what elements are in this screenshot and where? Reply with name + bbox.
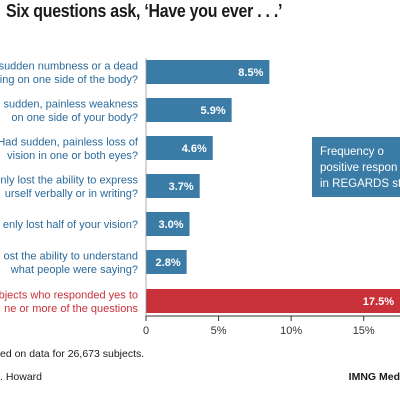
category-label: urself verbally or in writing? [5,188,138,200]
x-tick-label: 15% [353,325,375,337]
value-label: 8.5% [238,67,263,79]
category-label: ing on one side of the body? [0,74,138,86]
callout-box [312,137,400,197]
value-labels: 8.5% 5.9% 4.6% 3.7% 3.0% 2.8% 17.5% [156,67,395,308]
category-label: bjects who responded yes to [0,289,138,301]
category-labels: sudden numbness or a dead ing on one side… [0,60,139,315]
value-label: 5.9% [201,105,226,117]
source-credit: IMNG Med [348,371,400,383]
category-label: vision in one or both eyes? [7,150,138,162]
bar-highlight [146,289,400,313]
x-axis: 0 5% 10% 15% [143,58,400,337]
chart-title: Six questions ask, ‘Have you ever . . .’ [6,0,283,21]
value-label: 17.5% [363,296,394,308]
value-label: 3.7% [169,181,194,193]
category-label: d sudden, painless weakness [0,98,138,110]
bar [146,174,200,198]
category-label: Had sudden, painless loss of [0,136,139,148]
value-label: 4.6% [182,143,207,155]
bar [146,212,190,236]
bars [146,60,400,313]
category-label: ne or more of the questions [4,303,138,315]
callout-text: in REGARDS stu [320,178,400,190]
bar [146,60,270,84]
callout-text: Frequency o [320,146,384,158]
category-label: what people were saying? [10,264,138,276]
x-tick-label: 10% [280,325,302,337]
category-label: on one side of your body? [11,112,138,124]
x-tick-label: 0 [143,325,149,337]
value-label: 2.8% [156,257,181,269]
category-label: sudden numbness or a dead [0,60,138,72]
callout-text: positive respon [320,162,397,174]
bar [146,98,232,122]
category-label: enly lost half of your vision? [3,219,138,231]
footnote: ed on data for 26,673 subjects. [0,348,145,360]
value-label: 3.0% [158,219,183,231]
bar [146,136,213,160]
category-label: ost the ability to understand [3,250,138,262]
callout: Frequency o positive respon in REGARDS stu [312,137,400,197]
x-tick-label: 5% [211,325,227,337]
credit: . Howard [0,371,43,383]
category-label: nly lost the ability to express [0,174,138,186]
bar [146,250,187,274]
